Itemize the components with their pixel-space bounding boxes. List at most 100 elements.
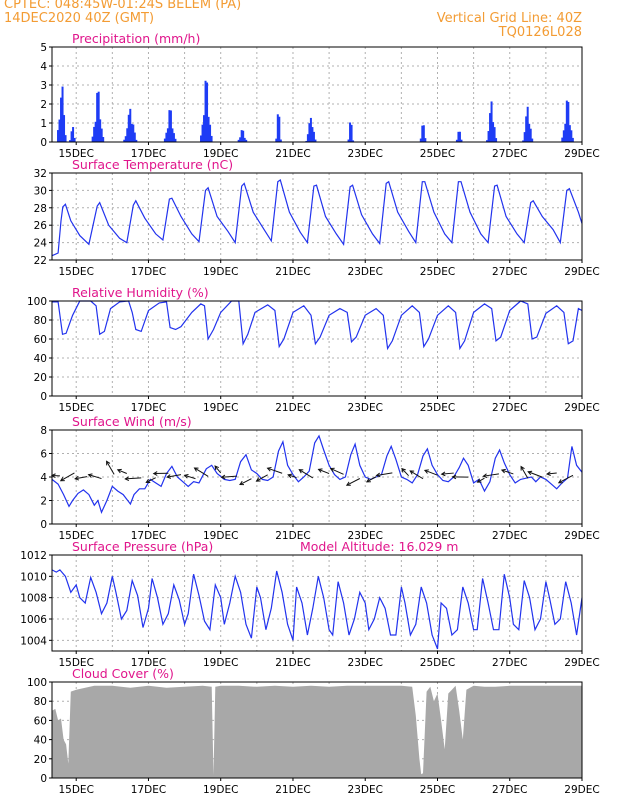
x-tick-label: 15DEC (58, 657, 93, 669)
wind-arrow (298, 469, 314, 479)
header-grid-note: Vertical Grid Line: 40Z (436, 11, 582, 26)
x-tick-label: 19DEC (203, 266, 238, 278)
precip-bar (305, 140, 308, 142)
wind-arrow (409, 470, 424, 480)
precip-bar (97, 91, 100, 142)
precip-bar (93, 126, 96, 142)
y-tick-label: 0 (40, 519, 47, 531)
precip-bar (166, 128, 169, 142)
x-tick-label: 17DEC (131, 402, 166, 414)
precip-bar (63, 115, 66, 142)
precip-bar (490, 101, 493, 142)
y-tick-label: 100 (27, 296, 47, 308)
precip-bar (455, 139, 458, 142)
x-tick-label: 27DEC (492, 530, 527, 542)
precip-bar (419, 138, 422, 142)
x-tick-label: 21DEC (275, 266, 310, 278)
precip-bar (165, 132, 168, 142)
y-tick-label: 32 (34, 168, 47, 180)
x-tick-label: 27DEC (492, 657, 527, 669)
x-tick-label: 21DEC (275, 148, 310, 160)
precip-bar (457, 131, 460, 142)
precip-bar (308, 123, 311, 142)
y-tick-label: 8 (40, 425, 47, 437)
series-line-rh (52, 300, 583, 351)
precip-bar (350, 124, 353, 142)
precip-bar (126, 128, 129, 142)
precip-bar (528, 123, 531, 142)
panel-cloud: 0 20 40 60 80 100 15DEC 17DEC 19DEC 21DEC 23DEC 25D… (27, 666, 600, 796)
precip-bar (129, 108, 132, 142)
x-tick-label: 17DEC (131, 266, 166, 278)
precip-bar (306, 134, 309, 142)
y-tick-label: 60 (34, 715, 47, 727)
x-tick-label: 15DEC (58, 402, 93, 414)
wind-arrow (87, 473, 102, 480)
y-tick-label: 1 (40, 118, 47, 130)
precip-bar (61, 86, 64, 142)
x-tick-label: 23DEC (348, 148, 383, 160)
y-tick-label: 2 (40, 496, 47, 508)
wind-arrow (74, 475, 88, 481)
precip-bar (240, 130, 243, 142)
y-tick-label: 22 (34, 255, 47, 267)
y-tick-label: 28 (34, 203, 47, 215)
panel-annotation-pres: Model Altitude: 16.029 m (300, 539, 458, 554)
y-tick-label: 1004 (20, 635, 47, 647)
precip-bar (206, 82, 209, 142)
y-tick-label: 1008 (20, 593, 47, 605)
wind-arrow (145, 477, 156, 484)
header-date: 14DEC2020 40Z (GMT) (4, 11, 155, 26)
x-tick-label: 21DEC (275, 402, 310, 414)
precip-bar (279, 139, 282, 142)
precip-bar (278, 116, 281, 142)
precip-bar (495, 138, 498, 142)
precip-bar (561, 137, 564, 142)
precip-bar (567, 101, 570, 142)
precip-bar (58, 119, 61, 142)
precip-bar (571, 137, 574, 142)
precip-bar (171, 128, 174, 142)
precip-bar (352, 140, 355, 142)
x-tick-label: 25DEC (420, 402, 455, 414)
precip-bar (163, 138, 166, 142)
precip-bar (72, 127, 75, 142)
x-tick-label: 19DEC (203, 530, 238, 542)
precip-bar (526, 106, 529, 142)
x-tick-label: 29DEC (564, 784, 599, 796)
x-tick-label: 17DEC (131, 148, 166, 160)
precip-bar (209, 124, 212, 142)
precip-bar (565, 100, 568, 142)
precip-bar (275, 138, 278, 142)
x-tick-label: 17DEC (131, 657, 166, 669)
wind-arrow (401, 467, 409, 477)
wind-arrow (152, 471, 169, 476)
wind-arrow (527, 470, 543, 478)
cloud-area (52, 685, 582, 778)
y-tick-label: 0 (40, 137, 47, 149)
precip-bar (96, 92, 99, 142)
precip-bar (568, 125, 571, 142)
x-tick-label: 19DEC (203, 657, 238, 669)
y-tick-label: 4 (40, 61, 47, 73)
series-line-pres (51, 569, 583, 650)
panel-pres: 1004 1006 1008 1010 1012 15DEC 17DEC 19DEC 21DEC… (20, 539, 599, 669)
y-tick-label: 0 (40, 391, 47, 403)
precip-bar (207, 116, 210, 142)
precip-bar (421, 125, 424, 142)
precip-bar (70, 131, 73, 142)
x-tick-label: 27DEC (492, 148, 527, 160)
x-tick-label: 27DEC (492, 266, 527, 278)
x-tick-label: 17DEC (131, 530, 166, 542)
x-tick-label: 15DEC (58, 784, 93, 796)
panel-title-wind: Surface Wind (m/s) (72, 414, 192, 429)
x-tick-label: 25DEC (420, 530, 455, 542)
x-tick-label: 21DEC (275, 530, 310, 542)
precip-bar (127, 114, 130, 142)
precip-bar (523, 132, 526, 142)
y-tick-label: 0 (40, 773, 47, 785)
wind-arrow (287, 473, 297, 479)
precip-bar (135, 139, 138, 142)
y-tick-label: 6 (40, 449, 47, 461)
y-tick-label: 26 (34, 220, 48, 232)
